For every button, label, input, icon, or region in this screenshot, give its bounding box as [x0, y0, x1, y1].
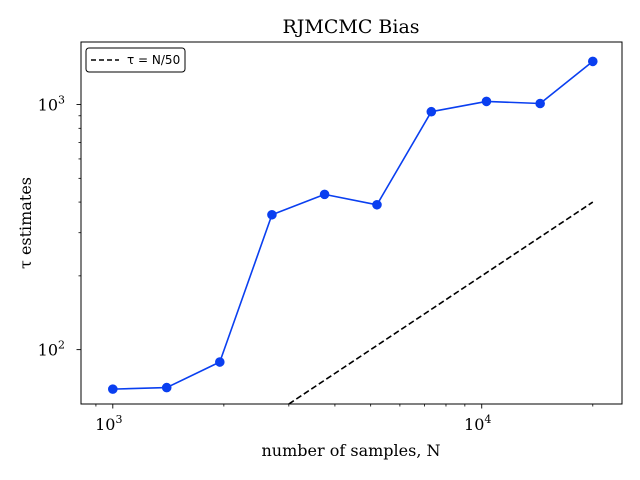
data-point — [319, 189, 330, 200]
x-tick-label-base: 10 — [464, 415, 484, 434]
data-point — [214, 357, 225, 367]
y-tick-label: 103 — [38, 94, 65, 115]
data-point — [426, 106, 437, 117]
y-tick-label-base: 10 — [38, 96, 58, 115]
data-point — [372, 199, 382, 210]
x-tick-label-base: 10 — [95, 415, 115, 434]
reference-line — [288, 201, 594, 404]
y-tick-label-exponent: 2 — [58, 339, 65, 352]
x-tick-label: 104 — [464, 413, 491, 434]
data-point — [267, 209, 277, 220]
series-layer — [112, 60, 594, 404]
chart-title: RJMCMC Bias — [282, 16, 419, 38]
data-series-line — [112, 60, 594, 390]
x-tick-label: 103 — [95, 413, 122, 434]
x-tick-label-exponent: 4 — [484, 413, 491, 426]
y-axis-label: τ estimates — [16, 177, 35, 269]
legend: τ = N/50 — [85, 47, 186, 73]
legend-label: τ = N/50 — [127, 53, 180, 67]
y-tick-label: 102 — [38, 339, 65, 360]
plot-frame — [80, 41, 623, 405]
data-point — [481, 96, 492, 107]
plot-content — [107, 56, 598, 404]
plot-area — [81, 42, 622, 404]
legend-frame — [85, 47, 186, 73]
x-tick-label-exponent: 3 — [115, 413, 122, 426]
data-point — [161, 382, 172, 393]
data-point — [587, 56, 598, 67]
x-axis-label: number of samples, N — [262, 441, 441, 460]
data-point — [535, 98, 545, 109]
marker-layer — [107, 56, 598, 394]
y-tick-label-exponent: 3 — [58, 94, 65, 107]
y-tick-label-base: 10 — [38, 341, 58, 360]
x-axis: 103 104 — [95, 404, 594, 434]
data-point — [107, 384, 118, 394]
